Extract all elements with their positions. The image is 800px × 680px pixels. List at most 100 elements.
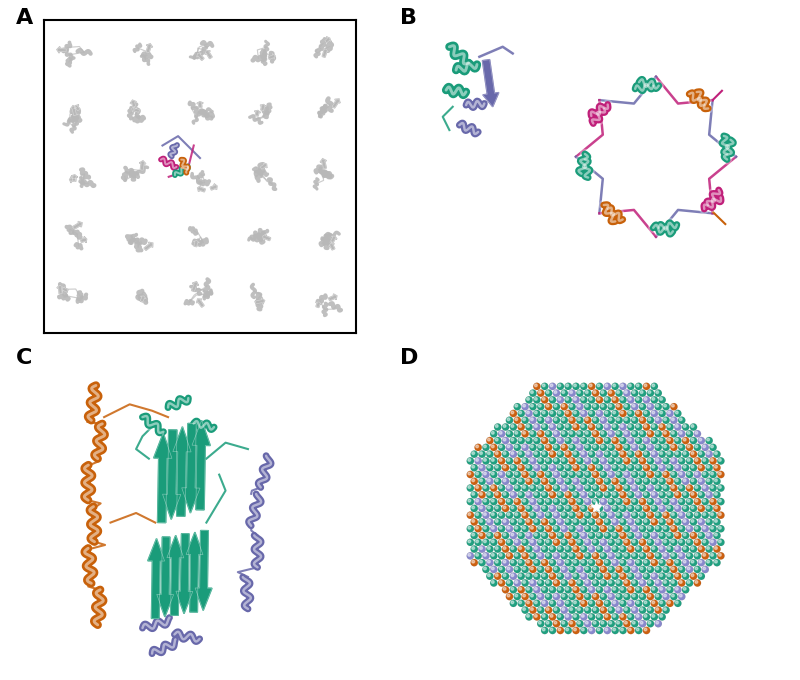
Circle shape <box>584 498 591 505</box>
Circle shape <box>498 471 506 478</box>
Circle shape <box>593 486 596 488</box>
Circle shape <box>652 601 654 604</box>
Circle shape <box>631 430 638 437</box>
Circle shape <box>646 471 654 478</box>
Circle shape <box>671 513 674 515</box>
Circle shape <box>538 554 541 556</box>
Circle shape <box>558 492 561 495</box>
Circle shape <box>631 539 638 546</box>
Circle shape <box>640 526 643 529</box>
Circle shape <box>549 450 556 458</box>
Circle shape <box>578 526 580 529</box>
Circle shape <box>506 498 513 505</box>
Circle shape <box>627 505 634 512</box>
Polygon shape <box>144 242 153 250</box>
Circle shape <box>518 573 525 580</box>
Circle shape <box>483 554 486 556</box>
Circle shape <box>588 532 595 539</box>
Circle shape <box>605 574 608 577</box>
Circle shape <box>476 486 478 488</box>
Circle shape <box>605 533 608 536</box>
Circle shape <box>627 383 634 390</box>
Circle shape <box>627 437 634 444</box>
Circle shape <box>604 410 611 417</box>
Circle shape <box>586 513 588 515</box>
Polygon shape <box>322 49 329 57</box>
Circle shape <box>627 586 634 594</box>
Circle shape <box>609 418 612 421</box>
Polygon shape <box>262 234 270 241</box>
Circle shape <box>578 472 580 475</box>
Circle shape <box>480 533 482 536</box>
Circle shape <box>578 499 580 502</box>
Circle shape <box>600 444 607 451</box>
Circle shape <box>698 464 705 471</box>
Circle shape <box>510 600 517 607</box>
Circle shape <box>623 539 630 546</box>
Circle shape <box>631 457 638 464</box>
Circle shape <box>590 398 592 401</box>
Circle shape <box>601 554 604 556</box>
Circle shape <box>572 396 580 404</box>
Circle shape <box>562 499 565 502</box>
Circle shape <box>648 581 650 583</box>
Circle shape <box>699 438 702 441</box>
Circle shape <box>476 445 478 447</box>
Circle shape <box>541 545 548 553</box>
Circle shape <box>652 492 654 495</box>
Circle shape <box>694 471 701 478</box>
Circle shape <box>635 559 642 566</box>
Polygon shape <box>157 537 174 617</box>
Circle shape <box>654 417 662 424</box>
Circle shape <box>686 471 694 478</box>
Circle shape <box>635 464 642 471</box>
Circle shape <box>542 424 545 428</box>
Circle shape <box>562 526 565 529</box>
Circle shape <box>597 398 600 401</box>
Circle shape <box>702 511 709 519</box>
Circle shape <box>623 525 630 532</box>
Circle shape <box>530 417 537 424</box>
Circle shape <box>682 559 690 566</box>
Circle shape <box>646 457 654 464</box>
Circle shape <box>518 452 522 454</box>
Circle shape <box>582 588 584 590</box>
Circle shape <box>632 540 635 543</box>
Circle shape <box>541 424 548 430</box>
Circle shape <box>601 526 604 529</box>
Circle shape <box>550 384 553 387</box>
Circle shape <box>660 465 662 468</box>
Circle shape <box>679 513 682 515</box>
Circle shape <box>533 532 541 539</box>
Circle shape <box>565 410 572 417</box>
Circle shape <box>482 525 490 532</box>
Circle shape <box>580 532 587 539</box>
Circle shape <box>549 545 556 553</box>
Circle shape <box>718 554 722 556</box>
Circle shape <box>545 579 552 587</box>
Circle shape <box>526 410 533 417</box>
Circle shape <box>604 600 611 607</box>
Circle shape <box>644 574 647 577</box>
Circle shape <box>491 499 494 502</box>
Circle shape <box>640 554 643 556</box>
Circle shape <box>646 444 654 451</box>
Circle shape <box>557 383 564 390</box>
Circle shape <box>542 560 545 563</box>
Circle shape <box>636 384 639 387</box>
Circle shape <box>482 444 490 451</box>
Circle shape <box>507 594 510 597</box>
Circle shape <box>710 525 717 532</box>
Circle shape <box>600 498 607 505</box>
Circle shape <box>472 533 474 536</box>
Circle shape <box>490 484 498 492</box>
Circle shape <box>686 430 694 437</box>
Circle shape <box>569 471 576 478</box>
Circle shape <box>611 464 619 471</box>
Polygon shape <box>140 296 146 302</box>
Circle shape <box>582 438 584 441</box>
Circle shape <box>554 608 557 611</box>
Circle shape <box>569 566 576 573</box>
Circle shape <box>565 505 572 512</box>
Circle shape <box>596 600 603 607</box>
